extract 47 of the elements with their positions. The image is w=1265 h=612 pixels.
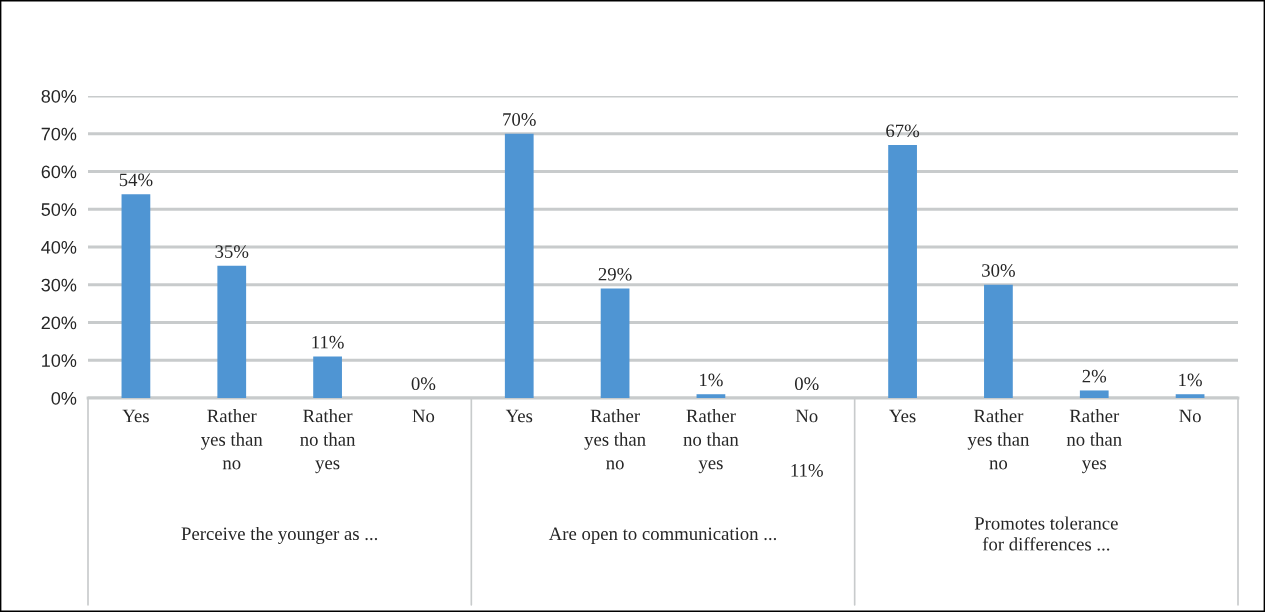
y-tick-label: 60%: [41, 165, 77, 179]
data-label: 67%: [886, 124, 920, 138]
y-tick-label: 80%: [41, 89, 77, 103]
x-tick-label: Yes: [122, 409, 149, 423]
bar: [504, 133, 534, 398]
x-tick-label: Rather yes than no: [584, 409, 646, 470]
data-label: 29%: [598, 267, 632, 281]
x-tick-label: Yes: [889, 409, 916, 423]
data-label: 11%: [312, 335, 344, 349]
bar: [217, 265, 247, 398]
text: Perceive the younger as ...: [181, 526, 378, 544]
data-label: 30%: [982, 264, 1015, 277]
x-tick-label: No: [1179, 409, 1201, 423]
y-tick-label: 40%: [41, 240, 77, 254]
text: Promotes tolerance for differences ...: [974, 516, 1118, 551]
data-label: 70%: [503, 113, 536, 126]
bar: [1079, 390, 1109, 398]
data-label: 1%: [1179, 373, 1202, 387]
x-tick-label: Rather no than yes: [300, 409, 356, 474]
x-tick-label: Rather yes than no: [967, 409, 1030, 470]
y-tick-label: 20%: [41, 316, 77, 330]
bar: [600, 288, 630, 398]
data-label: 35%: [215, 245, 249, 258]
x-tick-label: No: [795, 409, 818, 423]
bar: [888, 145, 917, 398]
text: 11%: [791, 464, 823, 477]
x-tick-label: Rather no than yes: [683, 409, 739, 474]
data-label: 2%: [1082, 369, 1107, 383]
data-label: 0%: [411, 377, 436, 391]
text: Are open to communication ...: [548, 527, 777, 544]
x-tick-label: Rather yes than no: [201, 409, 263, 470]
bar: [121, 194, 151, 398]
y-tick-label: 0%: [51, 391, 77, 405]
y-tick-label: 50%: [41, 203, 77, 216]
x-tick-label: Yes: [505, 409, 533, 423]
data-label: 1%: [700, 373, 723, 387]
x-tick-label: No: [412, 409, 435, 423]
y-tick-label: 30%: [41, 278, 77, 292]
bar: [1175, 394, 1205, 398]
bar: [313, 356, 342, 398]
bar: [984, 284, 1013, 398]
data-label: 54%: [119, 173, 153, 187]
data-label: 0%: [794, 377, 819, 391]
x-tick-label: Rather no than yes: [1066, 409, 1122, 474]
y-tick-label: 10%: [42, 354, 77, 367]
bar: [696, 394, 726, 398]
y-tick-label: 70%: [41, 127, 77, 141]
